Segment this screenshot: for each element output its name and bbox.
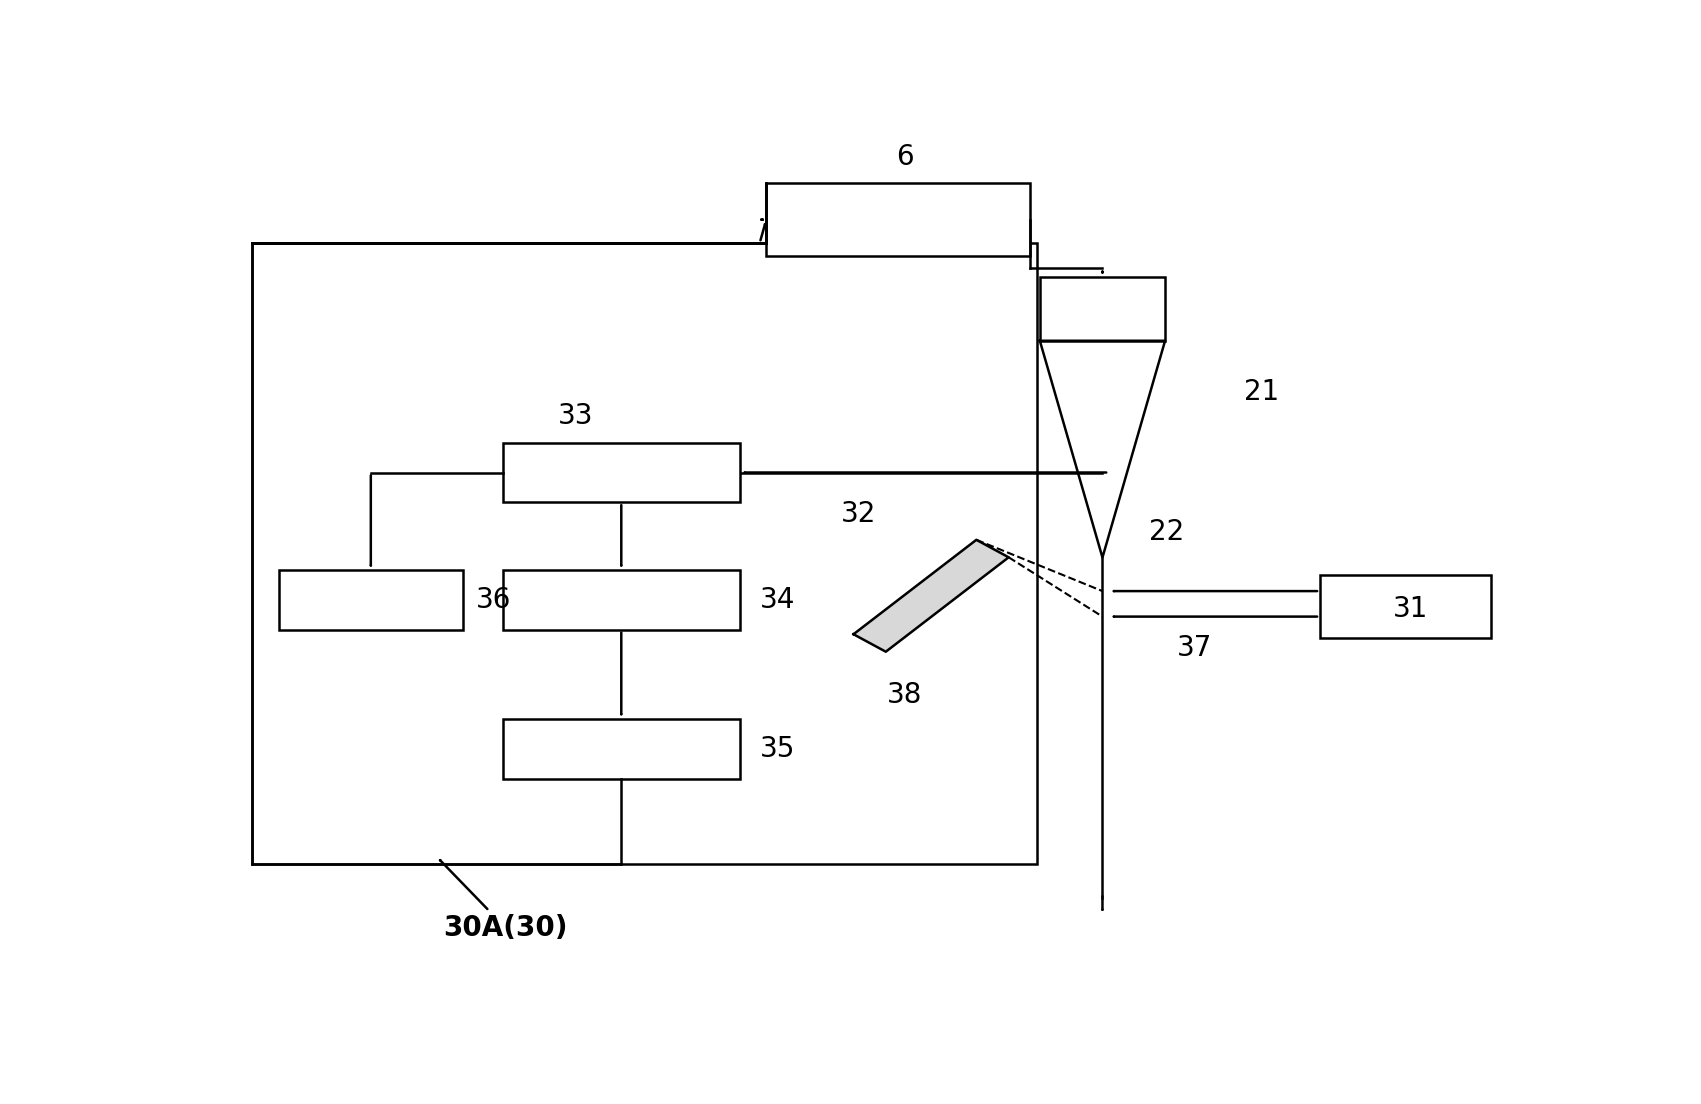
Text: 34: 34 bbox=[760, 586, 794, 614]
Bar bbox=[279, 571, 463, 629]
Bar bbox=[1039, 277, 1165, 341]
Bar bbox=[503, 443, 740, 502]
Bar bbox=[252, 243, 1036, 863]
Text: 35: 35 bbox=[760, 735, 794, 763]
Polygon shape bbox=[854, 540, 1009, 651]
Bar bbox=[765, 183, 1029, 256]
Text: 6: 6 bbox=[896, 142, 913, 171]
Bar bbox=[1320, 574, 1492, 638]
Bar bbox=[503, 719, 740, 778]
Text: 36: 36 bbox=[476, 586, 512, 614]
Text: 32: 32 bbox=[840, 500, 876, 528]
Text: 22: 22 bbox=[1148, 518, 1184, 546]
Text: 30A(30): 30A(30) bbox=[441, 860, 568, 942]
Text: 21: 21 bbox=[1243, 378, 1279, 406]
Text: 33: 33 bbox=[558, 402, 594, 431]
Text: 37: 37 bbox=[1177, 634, 1213, 662]
Text: 38: 38 bbox=[886, 681, 922, 709]
Text: 31: 31 bbox=[1393, 595, 1427, 623]
Bar bbox=[503, 571, 740, 629]
